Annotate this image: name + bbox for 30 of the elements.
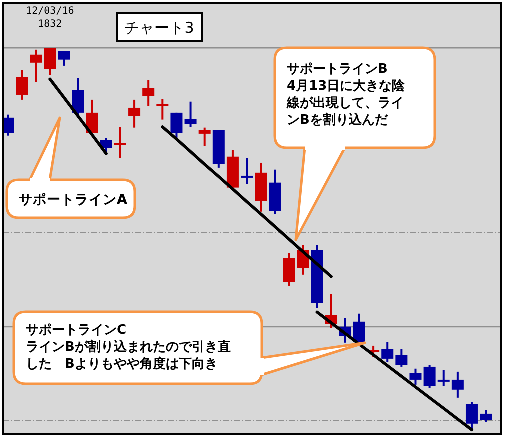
candlestick (452, 370, 464, 399)
candlestick (424, 364, 436, 389)
candlestick (44, 47, 56, 76)
candlestick (142, 79, 155, 108)
candlestick (184, 100, 197, 128)
callout: サポートラインA (6, 116, 136, 220)
candlestick (438, 369, 450, 388)
chart-title: チャート3 (124, 19, 194, 37)
candlestick (156, 98, 169, 121)
candlestick (30, 48, 42, 83)
candlestick (114, 126, 126, 160)
candlestick (480, 409, 492, 423)
text: 12/03/16 (26, 6, 74, 17)
annotation: サポートラインB (287, 62, 388, 77)
candlestick (100, 137, 112, 154)
annotation: サポートラインA (19, 192, 128, 208)
candlestick (86, 98, 98, 134)
candlestick (58, 50, 70, 67)
candlestick (382, 341, 394, 364)
candlestick (396, 348, 408, 368)
text: 1832 (38, 19, 62, 30)
annotation: サポートラインC (26, 323, 127, 338)
candlestick (128, 98, 141, 129)
annotation: ラインBが割り込まれたので引き直した Bよりもやや角度は下向き (26, 339, 231, 372)
candlestick (198, 126, 211, 148)
candlestick (241, 157, 254, 185)
annotation: 4月13日に大きな陰線が出現して、ラインBを割り込んだ (286, 79, 406, 128)
candlestick (16, 69, 28, 101)
candlestick (410, 368, 422, 386)
candlestick (466, 401, 478, 431)
